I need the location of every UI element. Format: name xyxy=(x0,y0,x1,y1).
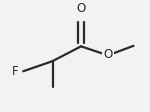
Text: O: O xyxy=(103,48,113,61)
Text: O: O xyxy=(76,2,86,15)
Text: F: F xyxy=(12,65,19,78)
